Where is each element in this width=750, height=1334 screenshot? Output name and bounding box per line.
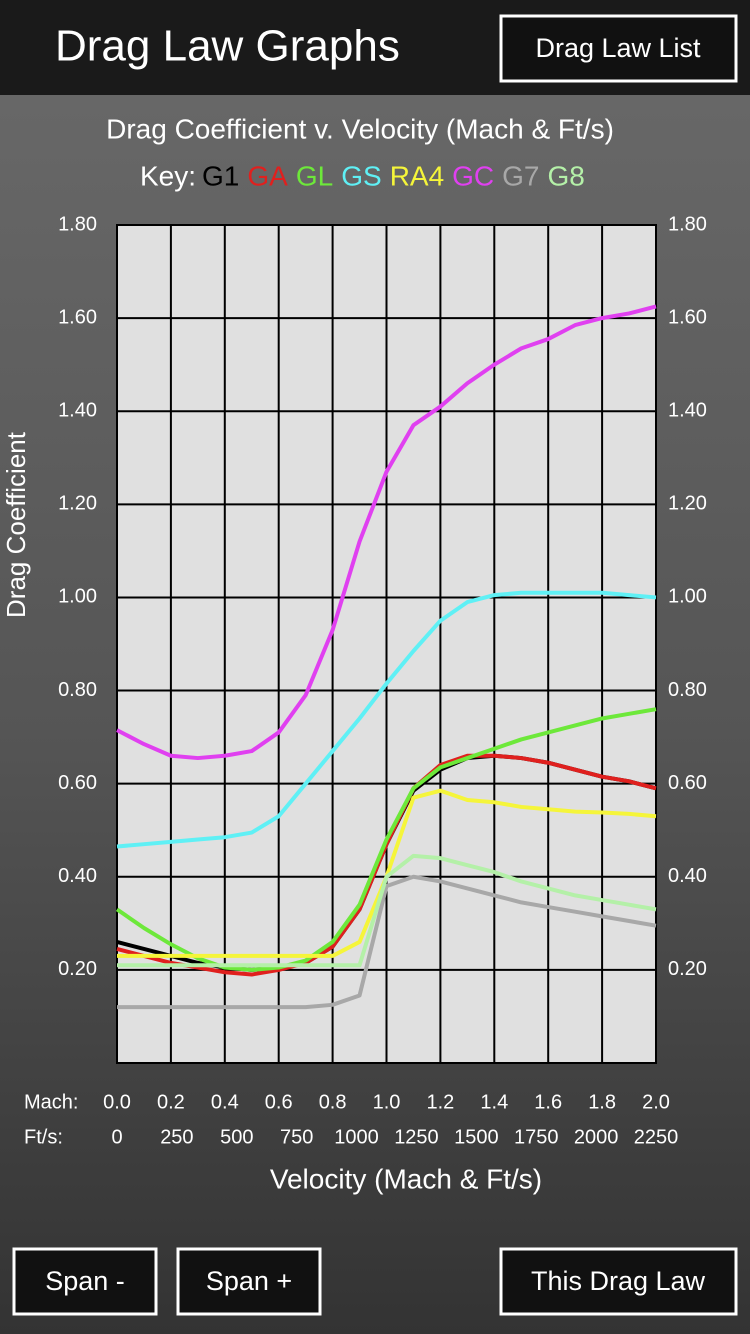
legend-entry: G7 [502, 160, 539, 191]
legend-label: Key: [140, 160, 196, 191]
legend-entry: GC [452, 160, 494, 191]
legend-entry: GS [341, 160, 381, 191]
x2-tick-label: 2000 [574, 1126, 619, 1148]
y-tick-label: 1.60 [58, 306, 97, 328]
legend-entry: G1 [202, 160, 239, 191]
x2-tick-label: 2250 [634, 1126, 679, 1148]
y-tick-label-right: 1.80 [668, 213, 707, 235]
button-frame[interactable] [12, 1247, 158, 1316]
y-tick-label-right: 1.20 [668, 493, 707, 515]
series-line [116, 304, 657, 761]
this-law-button[interactable]: This Drag Law [499, 1247, 738, 1316]
y-tick-label-right: 0.60 [668, 772, 707, 794]
x2-tick-label: 250 [160, 1126, 193, 1148]
x-tick-label: 2.0 [642, 1091, 670, 1113]
series-line [116, 590, 657, 849]
button-label[interactable]: Span - [45, 1266, 125, 1296]
x2-tick-label: 1750 [514, 1126, 559, 1148]
legend-entry: G8 [548, 160, 585, 191]
y-tick-label-right: 1.60 [668, 306, 707, 328]
x-tick-label: 1.0 [373, 1091, 401, 1113]
x2-row-label: Ft/s: [24, 1126, 63, 1148]
button-label[interactable]: Span + [206, 1266, 292, 1296]
y-tick-label: 1.80 [58, 213, 97, 235]
x-tick-label: 0.0 [103, 1091, 131, 1113]
x-tick-label: 0.6 [265, 1091, 293, 1113]
button-frame[interactable] [176, 1247, 322, 1316]
y-tick-label: 0.40 [58, 865, 97, 887]
list-button[interactable]: Drag Law List [499, 14, 738, 83]
y-tick-label: 0.80 [58, 679, 97, 701]
series-line [117, 853, 657, 968]
y-tick-label: 0.20 [58, 958, 97, 980]
x2-tick-label: 1250 [394, 1126, 439, 1148]
legend-entry: GA [247, 160, 288, 191]
y-tick-label-right: 1.00 [668, 586, 707, 608]
x-axis-label: Velocity (Mach & Ft/s) [270, 1163, 542, 1194]
y-tick-label-right: 0.20 [668, 958, 707, 980]
y-axis-label: Drag Coefficient [1, 431, 31, 618]
y-tick-label: 1.20 [58, 493, 97, 515]
button-frame[interactable] [499, 1247, 738, 1316]
span-plus-button[interactable]: Span + [176, 1247, 322, 1316]
y-tick-label: 1.00 [58, 586, 97, 608]
y-tick-label-right: 0.40 [668, 865, 707, 887]
x-tick-label: 1.2 [426, 1091, 454, 1113]
page-title: Drag Law Graphs [55, 22, 400, 71]
x2-tick-label: 1000 [334, 1126, 379, 1148]
x-tick-label: 0.4 [211, 1091, 239, 1113]
x2-tick-label: 750 [280, 1126, 313, 1148]
x2-tick-label: 500 [220, 1126, 253, 1148]
series-line [117, 874, 657, 1010]
x2-tick-label: 1500 [454, 1126, 499, 1148]
chart-title: Drag Coefficient v. Velocity (Mach & Ft/… [106, 113, 614, 144]
x-tick-label: 0.2 [157, 1091, 185, 1113]
plot: 0.0 0.2 0.4 0.6 0.8 1.0 1.2 1.4 1.6 1.8 2.0 0 250 500… [58, 213, 707, 1148]
series-line [115, 707, 657, 972]
span-minus-button[interactable]: Span - [12, 1247, 158, 1316]
y-tick-label-right: 0.80 [668, 679, 707, 701]
plot-frame [116, 224, 657, 1064]
x-tick-label: 1.4 [480, 1091, 508, 1113]
x-tick-label: 1.6 [534, 1091, 562, 1113]
x-tick-label: 0.8 [319, 1091, 347, 1113]
x-row-label: Mach: [24, 1091, 78, 1113]
legend-entry: GL [296, 160, 333, 191]
button-label[interactable]: Drag Law List [535, 33, 701, 63]
button-label[interactable]: This Drag Law [531, 1266, 706, 1296]
x-tick-label: 1.8 [588, 1091, 616, 1113]
y-tick-label: 1.40 [58, 400, 97, 422]
button-frame[interactable] [499, 14, 738, 83]
y-tick-label-right: 1.40 [668, 400, 707, 422]
x2-tick-label: 0 [111, 1126, 122, 1148]
y-tick-label: 0.60 [58, 772, 97, 794]
legend-entry: RA4 [390, 160, 444, 191]
